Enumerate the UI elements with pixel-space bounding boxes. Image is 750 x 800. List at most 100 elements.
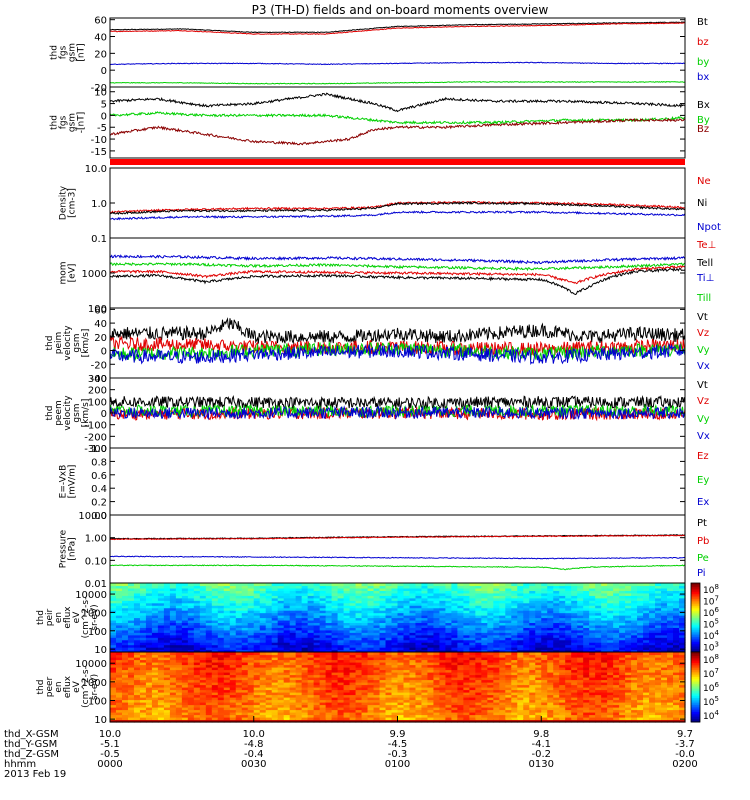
heatmap-cell [343, 642, 351, 646]
heatmap-cell [181, 694, 189, 698]
heatmap-cell [451, 647, 458, 651]
y-tick-label: 60 [94, 16, 107, 27]
heatmap-cell [547, 592, 554, 596]
heatmap-cell [631, 597, 638, 601]
heatmap-cell [277, 595, 285, 599]
heatmap-cell [205, 612, 213, 616]
heatmap-cell [181, 634, 189, 638]
heatmap-cell [145, 687, 153, 691]
heatmap-cell [415, 622, 423, 626]
heatmap-cell [475, 654, 482, 658]
heatmap-cell [445, 627, 453, 631]
colorbar-segment [691, 610, 700, 613]
heatmap-cell [415, 654, 423, 658]
heatmap-cell [199, 697, 207, 701]
heatmap-cell [301, 639, 309, 643]
heatmap-cell [115, 627, 123, 631]
heatmap-cell [625, 642, 632, 646]
heatmap-cell [475, 679, 482, 683]
heatmap-cell [643, 610, 650, 614]
heatmap-cell [289, 684, 297, 688]
heatmap-cell [379, 694, 387, 698]
heatmap-cell [319, 595, 327, 599]
heatmap-cell [301, 619, 309, 624]
heatmap-cell [295, 664, 303, 668]
heatmap-cell [469, 689, 476, 693]
heatmap-cell [283, 652, 291, 656]
heatmap-cell [301, 677, 309, 681]
heatmap-cell [175, 717, 183, 721]
heatmap-cell [487, 692, 494, 696]
heatmap-cell [115, 629, 123, 633]
heatmap-cell [517, 642, 524, 646]
heatmap-cell [517, 667, 524, 671]
heatmap-cell [110, 677, 117, 681]
heatmap-cell [343, 704, 351, 708]
heatmap-cell [523, 652, 530, 656]
heatmap-cell [331, 699, 339, 703]
heatmap-cell [589, 622, 596, 626]
heatmap-cell [181, 662, 189, 666]
heatmap-cell [385, 662, 393, 666]
heatmap-cell [391, 629, 399, 633]
heatmap-cell [277, 657, 285, 661]
heatmap-cell [523, 585, 530, 589]
heatmap-cell [433, 669, 441, 673]
heatmap-cell [439, 647, 447, 651]
heatmap-cell [151, 692, 159, 696]
heatmap-cell [643, 647, 650, 651]
heatmap-cell [409, 694, 417, 698]
series-line-Ti⊥ [109, 254, 686, 265]
heatmap-cell [193, 687, 201, 691]
heatmap-cell [373, 709, 381, 713]
heatmap-cell [421, 629, 429, 633]
heatmap-cell [289, 627, 297, 631]
heatmap-cell [439, 704, 447, 708]
heatmap-cell [121, 709, 129, 713]
heatmap-cell [439, 694, 447, 698]
heatmap-cell [253, 664, 261, 668]
heatmap-cell [589, 607, 596, 611]
heatmap-cell [559, 642, 566, 646]
heatmap-cell [481, 592, 488, 596]
heatmap-cell [571, 639, 578, 643]
heatmap-cell [409, 664, 417, 668]
heatmap-cell [373, 590, 381, 594]
heatmap-cell [139, 592, 147, 596]
heatmap-cell [475, 649, 482, 653]
heatmap-cell [337, 597, 345, 601]
heatmap-cell [223, 647, 231, 651]
heatmap-cell [133, 672, 141, 676]
heatmap-cell [283, 664, 291, 668]
heatmap-cell [481, 587, 488, 591]
heatmap-cell [601, 634, 608, 638]
heatmap-cell [421, 590, 429, 594]
heatmap-cell [397, 682, 405, 686]
heatmap-cell [469, 654, 476, 658]
heatmap-cell [433, 712, 441, 716]
heatmap-cell [367, 642, 375, 646]
heatmap-cell [265, 664, 273, 668]
heatmap-cell [547, 649, 554, 653]
heatmap-cell [187, 590, 195, 594]
heatmap-cell [169, 619, 177, 624]
heatmap-cell [259, 664, 267, 668]
heatmap-cell [145, 709, 153, 713]
heatmap-cell [283, 637, 291, 641]
heatmap-cell [427, 639, 435, 643]
heatmap-cell [295, 709, 303, 713]
heatmap-cell [487, 654, 494, 658]
heatmap-cell [115, 602, 123, 606]
heatmap-cell [397, 585, 405, 589]
heatmap-cell [667, 634, 674, 638]
heatmap-cell [127, 585, 135, 589]
heatmap-cell [511, 607, 518, 611]
heatmap-cell [361, 719, 369, 723]
heatmap-cell [247, 674, 255, 678]
heatmap-cell [241, 719, 249, 723]
heatmap-cell [367, 622, 375, 626]
heatmap-cell [199, 712, 207, 716]
heatmap-cell [367, 624, 375, 628]
